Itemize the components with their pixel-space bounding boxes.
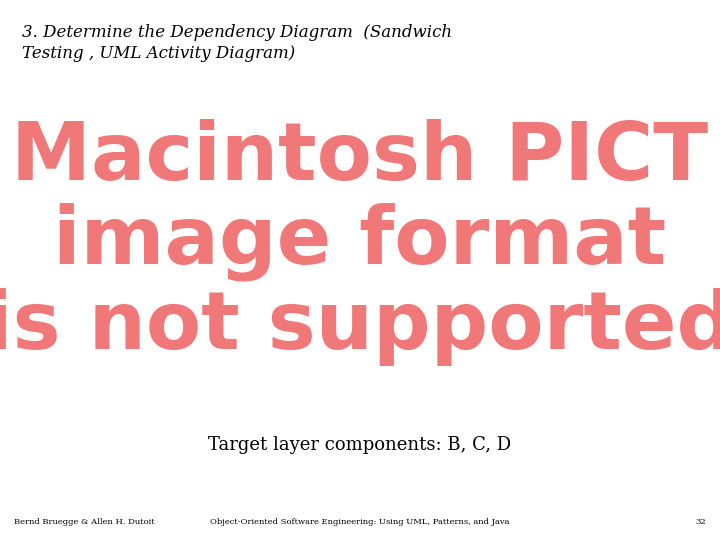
Text: Bernd Bruegge & Allen H. Dutoit: Bernd Bruegge & Allen H. Dutoit — [14, 518, 155, 526]
Text: Target layer components: B, C, D: Target layer components: B, C, D — [208, 436, 512, 455]
Text: 32: 32 — [695, 518, 706, 526]
Text: Macintosh PICT
image format
is not supported: Macintosh PICT image format is not suppo… — [0, 119, 720, 366]
Text: Object-Oriented Software Engineering: Using UML, Patterns, and Java: Object-Oriented Software Engineering: Us… — [210, 518, 510, 526]
Text: 3. Determine the Dependency Diagram  (Sandwich
Testing , UML Activity Diagram): 3. Determine the Dependency Diagram (San… — [22, 24, 451, 62]
